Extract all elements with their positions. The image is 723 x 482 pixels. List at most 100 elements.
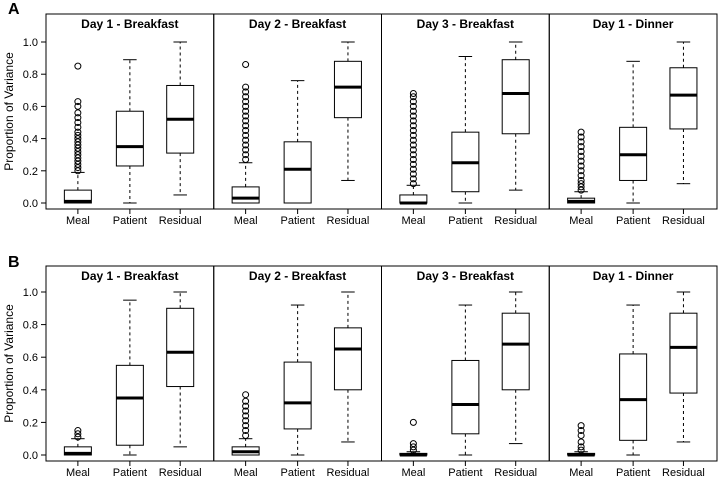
outlier-point (74, 430, 82, 438)
x-tick-label: Patient (448, 467, 482, 479)
outlier-point (74, 102, 82, 110)
outlier-point (577, 172, 585, 180)
y-tick-label: 0.2 (23, 166, 38, 178)
y-axis-label: Proportion of Variance (2, 304, 16, 423)
outlier-point (577, 138, 585, 146)
outlier-point (242, 61, 250, 69)
outlier-point (242, 117, 250, 125)
outlier-point (74, 123, 82, 131)
x-tick-label: Patient (281, 215, 315, 227)
box-iqr (619, 353, 648, 441)
outlier-point (409, 156, 417, 164)
outlier-point (242, 397, 250, 405)
outlier-point (577, 422, 585, 430)
outlier-point (242, 83, 250, 91)
outlier-point (409, 93, 417, 101)
box-iqr (451, 359, 480, 435)
y-axis-label: Proportion of Variance (2, 52, 16, 171)
panel-title: Day 2 - Breakfast (249, 17, 346, 31)
x-tick-label: Patient (113, 467, 147, 479)
outlier-point (577, 157, 585, 165)
outlier-point (74, 119, 82, 126)
outlier-point (242, 417, 250, 425)
outlier-point (409, 146, 417, 154)
outlier-point (409, 117, 417, 125)
row-label: A (8, 1, 20, 18)
outlier-point (577, 152, 585, 160)
outlier-point (577, 147, 585, 155)
outlier-point (577, 143, 585, 151)
outlier-point (74, 131, 82, 139)
x-tick-label: Meal (569, 215, 593, 227)
x-tick-label: Patient (616, 467, 650, 479)
outlier-point (242, 88, 250, 96)
outlier-point (74, 427, 82, 435)
y-tick-label: 0.8 (23, 69, 38, 81)
outlier-point (409, 131, 417, 139)
outlier-point (577, 443, 585, 451)
outlier-point (242, 151, 250, 159)
outlier-point (577, 431, 585, 439)
outlier-point (577, 167, 585, 175)
box-iqr (501, 59, 530, 135)
outlier-point (409, 107, 417, 115)
x-tick-label: Meal (66, 215, 90, 227)
x-tick-label: Meal (234, 467, 258, 479)
outlier-point (577, 446, 585, 454)
outlier-point (242, 422, 250, 430)
outlier-point (242, 98, 250, 106)
box-iqr (115, 364, 144, 446)
outlier-point (242, 156, 250, 164)
outlier-point (409, 180, 417, 188)
x-tick-label: Residual (159, 215, 202, 227)
panel-title: Day 1 - Dinner (593, 17, 674, 31)
outlier-point (409, 165, 417, 173)
outlier-point (74, 128, 82, 136)
box-iqr (63, 189, 92, 204)
x-tick-label: Patient (281, 467, 315, 479)
panel-title: Day 3 - Breakfast (417, 269, 514, 283)
y-tick-label: 0.8 (23, 320, 38, 332)
outlier-point (577, 180, 585, 188)
outlier-point (242, 412, 250, 420)
outlier-point (242, 127, 250, 135)
outlier-point (409, 112, 417, 120)
outlier-point (409, 440, 417, 448)
x-tick-label: Residual (327, 215, 370, 227)
panel-title: Day 1 - Breakfast (81, 17, 178, 31)
box-iqr (63, 446, 92, 456)
x-tick-label: Patient (616, 215, 650, 227)
outlier-point (242, 93, 250, 101)
outlier-point (74, 433, 82, 441)
panel-title: Day 3 - Breakfast (417, 17, 514, 31)
x-tick-label: Residual (662, 215, 705, 227)
y-tick-label: 0.0 (23, 198, 38, 210)
outlier-point (577, 133, 585, 141)
box-iqr (166, 307, 195, 388)
outlier-point (409, 446, 417, 454)
outlier-point (74, 114, 82, 122)
panel-title: Day 1 - Breakfast (81, 269, 178, 283)
outlier-point (242, 146, 250, 154)
outlier-point (409, 122, 417, 130)
y-tick-label: 0.4 (23, 134, 38, 146)
outlier-point (409, 136, 417, 144)
outlier-point (242, 136, 250, 144)
outlier-point (242, 122, 250, 130)
outlier-point (409, 98, 417, 106)
outlier-point (409, 90, 417, 98)
outlier-point (242, 141, 250, 149)
x-tick-label: Meal (66, 467, 90, 479)
outlier-point (577, 427, 585, 435)
y-tick-label: 0.2 (23, 417, 38, 429)
box-iqr (115, 110, 144, 167)
box-iqr (501, 312, 530, 391)
x-tick-label: Meal (569, 467, 593, 479)
outlier-point (242, 131, 250, 139)
box-iqr (333, 327, 362, 391)
x-tick-label: Meal (401, 215, 425, 227)
outlier-point (409, 141, 417, 149)
x-tick-label: Residual (327, 467, 370, 479)
x-tick-label: Patient (113, 215, 147, 227)
